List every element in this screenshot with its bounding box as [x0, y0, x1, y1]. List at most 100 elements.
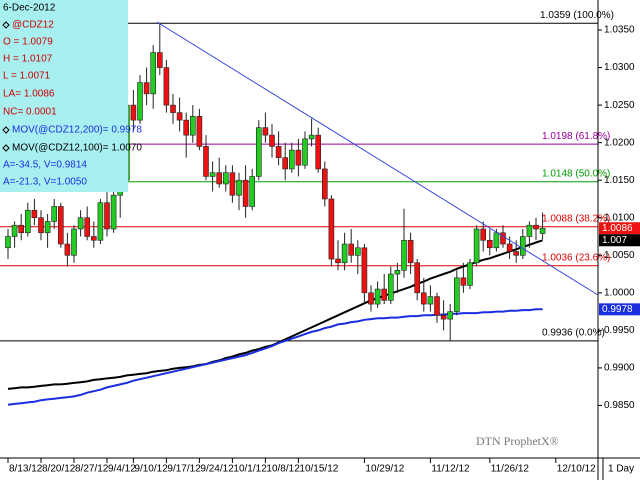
info-line: LA= 1.0086	[3, 89, 55, 100]
candle-body	[493, 232, 500, 249]
candle-body	[288, 149, 295, 170]
info-line: H = 1.0107	[3, 54, 53, 65]
candle-body	[321, 168, 328, 200]
candle-body	[348, 243, 355, 256]
candle-body	[295, 149, 302, 166]
price-marker	[599, 303, 640, 316]
candle-body	[434, 296, 440, 316]
candle-body	[236, 179, 242, 196]
candle-body	[519, 236, 526, 256]
x-tick-label: 10/8/12	[266, 464, 300, 475]
x-tick-label: 9/4/12	[108, 464, 136, 475]
price-marker-label: 0.9978	[602, 304, 633, 315]
candle-body	[401, 239, 407, 271]
candle-body	[506, 243, 513, 252]
candle-body	[539, 227, 546, 234]
candle-body	[302, 138, 308, 166]
info-trend: A=-34.5, V=0.9814	[3, 160, 87, 171]
y-tick-label: 1.0200	[604, 137, 635, 148]
candle-body	[480, 228, 487, 241]
info-line: L = 1.0071	[3, 71, 51, 82]
candle-body	[394, 269, 401, 275]
candle-body	[5, 236, 11, 249]
candle-body	[500, 232, 506, 245]
candle-body	[486, 239, 493, 249]
diamond-icon	[2, 21, 10, 29]
candle-body	[31, 209, 38, 219]
candle-body	[157, 52, 163, 68]
price-marker	[599, 222, 640, 235]
x-tick-label: 11/12/12	[431, 464, 470, 475]
y-tick-label: 1.0100	[604, 212, 635, 223]
x-tick-label: 8/13/12	[9, 464, 43, 475]
candle-body	[183, 119, 189, 136]
x-tick-label: 9/10/12	[134, 464, 168, 475]
candle-body	[137, 82, 143, 121]
candle-body	[91, 236, 97, 241]
candle-body	[533, 224, 539, 230]
candle-body	[104, 202, 110, 230]
candle-body	[11, 224, 18, 237]
fib-label: 1.0036 (23.6%)	[542, 252, 610, 263]
period-label[interactable]: 1 Day	[608, 464, 634, 475]
info-study: MOV(@CDZ12,100)= 1.0070	[12, 143, 142, 154]
price-marker-label: 1.0086	[602, 223, 633, 234]
candle-body	[328, 198, 335, 260]
info-date: 6-Dec-2012	[3, 3, 56, 14]
fib-label: 0.9936 (0.0%)	[542, 328, 605, 339]
candle-body	[282, 157, 289, 170]
info-box	[0, 0, 128, 192]
fib-label: 1.0359 (100.0%)	[540, 10, 614, 21]
info-study: MOV(@CDZ12,200)= 0.9978	[12, 125, 142, 136]
price-marker-label: 1.007	[602, 235, 627, 246]
candle-body	[269, 134, 275, 147]
x-tick-label: 12/10/12	[557, 464, 596, 475]
candle-body	[64, 243, 71, 256]
candle-body	[38, 217, 44, 234]
candle-body	[150, 52, 156, 95]
candle-body	[84, 217, 90, 237]
fib-label: 1.0198 (61.8%)	[542, 131, 610, 142]
watermark: DTN ProphetX®	[476, 434, 559, 448]
candle-body	[414, 262, 421, 294]
moving-average	[7, 308, 543, 406]
candle-body	[110, 194, 117, 230]
candle-body	[203, 146, 209, 177]
y-tick-label: 0.9850	[604, 400, 635, 411]
candle-body	[170, 104, 176, 113]
overlay: 1.03501.03001.02501.02001.01501.01001.00…	[7, 25, 640, 475]
candle-body	[420, 292, 427, 305]
candle-body	[229, 172, 236, 196]
candle-body	[57, 206, 64, 245]
candle-body	[361, 247, 368, 294]
candle-body	[460, 277, 467, 286]
y-tick-label: 1.0000	[604, 287, 635, 298]
x-tick-label: 9/24/12	[200, 464, 234, 475]
candle-body	[447, 311, 454, 320]
candle-body	[440, 315, 447, 320]
candle-body	[374, 288, 381, 305]
candle-body	[308, 134, 315, 140]
y-tick-label: 1.0050	[604, 250, 635, 261]
candle-body	[335, 258, 341, 264]
candle-body	[44, 221, 51, 234]
candle-body	[473, 228, 480, 264]
x-tick-label: 10/1/12	[233, 464, 267, 475]
candle-body	[427, 296, 434, 305]
info-symbol: @CDZ12	[12, 20, 54, 31]
candle-body	[249, 176, 255, 207]
fib-label: 1.0088 (38.2%)	[542, 213, 610, 224]
info-trend: A=-21.3, V=1.0050	[3, 177, 87, 188]
candle-body	[407, 239, 414, 264]
y-tick-label: 0.9900	[604, 363, 635, 374]
info-line: NC= 0.0001	[3, 107, 57, 118]
diamond-icon	[2, 144, 10, 152]
candle-body	[77, 217, 84, 230]
y-tick-label: 1.0150	[604, 175, 635, 186]
diamond-icon	[2, 126, 10, 134]
candle-body	[130, 104, 137, 121]
plot-area: 1.0359 (100.0%) 1.0198 (61.8%) 1.0148 (50.…	[0, 10, 614, 406]
y-tick-label: 0.9950	[604, 325, 635, 336]
candle-body	[143, 82, 150, 95]
